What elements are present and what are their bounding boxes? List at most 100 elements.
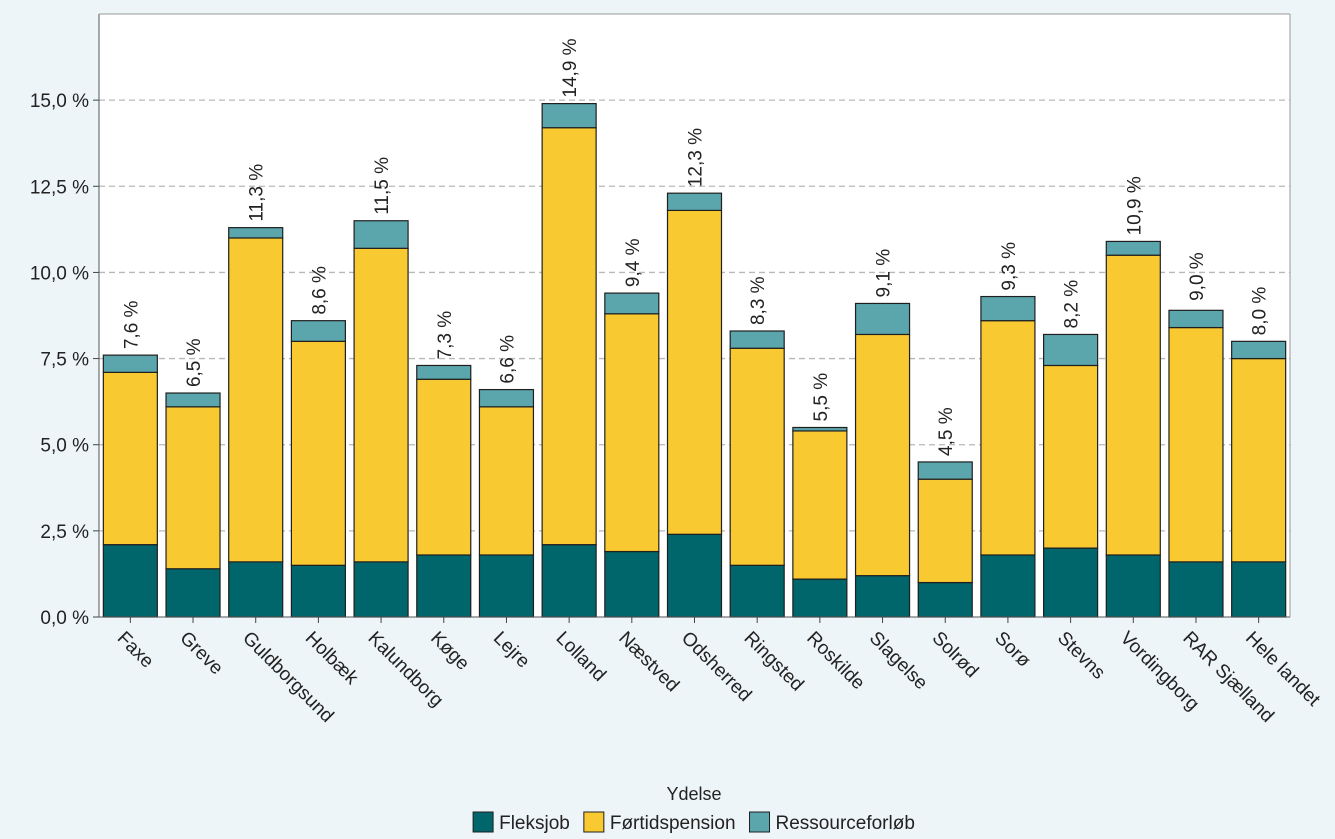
bar-segment-ressourceforløb — [1105, 240, 1161, 256]
total-data-label: 10,9 % — [1124, 176, 1145, 235]
total-data-label: 4,5 % — [936, 407, 957, 456]
total-data-label: 9,1 % — [874, 249, 895, 298]
bar-segment-førtidspension — [478, 406, 535, 556]
bar-segment-førtidspension — [917, 478, 973, 584]
y-tick-label: 2,5 % — [40, 522, 89, 543]
total-data-label: 11,3 % — [247, 164, 268, 222]
y-tick-label: 10,0 % — [30, 263, 89, 284]
bars — [102, 102, 1287, 618]
bar-segment-fleksjob — [353, 561, 409, 618]
bar-segment-fleksjob — [290, 564, 346, 618]
legend-label: Førtidspension — [610, 813, 736, 834]
x-category-label: Lejre — [489, 628, 534, 673]
bar-segment-førtidspension — [604, 313, 660, 553]
x-category-label: Sorø — [990, 628, 1034, 672]
total-data-label: 7,6 % — [121, 300, 142, 349]
bar-segment-ressourceforløb — [666, 192, 723, 212]
bar-segment-ressourceforløb — [604, 292, 660, 315]
bar-segment-fleksjob — [165, 568, 221, 618]
total-data-label: 8,2 % — [1062, 280, 1083, 329]
bar-segment-førtidspension — [854, 333, 911, 577]
bar-segment-førtidspension — [290, 340, 346, 566]
total-data-label: 11,5 % — [372, 157, 393, 215]
bar-segment-ressourceforløb — [353, 220, 409, 249]
bar-segment-fleksjob — [102, 544, 158, 618]
legend-label: Fleksjob — [499, 813, 570, 834]
x-category-label: Næstved — [614, 628, 683, 697]
bar-segment-ressourceforløb — [980, 295, 1036, 322]
bar-segment-førtidspension — [102, 371, 158, 546]
x-category-label: Slagelse — [865, 628, 931, 694]
bar-segment-førtidspension — [980, 320, 1036, 556]
bar-segment-førtidspension — [228, 237, 284, 563]
legend-swatch-fleksjob — [472, 811, 494, 833]
bar-segment-førtidspension — [1043, 364, 1099, 549]
x-category-label: Stevns — [1053, 628, 1109, 684]
y-tick-label: 0,0 % — [40, 608, 89, 629]
bar-segment-fleksjob — [980, 554, 1036, 618]
bar-segment-fleksjob — [792, 578, 848, 618]
data-labels: 7,6 % 6,5 % 11,3 % 8,6 % 11,5 % 7,3 % 6,6 % 14,… — [121, 38, 1270, 456]
bar-segment-førtidspension — [1168, 326, 1224, 563]
bar-segment-førtidspension — [541, 127, 597, 546]
x-category-label: Solrød — [928, 628, 982, 682]
total-data-label: 12,3 % — [686, 128, 707, 187]
bar-segment-førtidspension — [353, 247, 409, 563]
x-category-label: Roskilde — [802, 628, 868, 694]
bar-segment-fleksjob — [666, 533, 723, 618]
bar-segment-ressourceforløb — [478, 388, 535, 408]
bar-segment-ressourceforløb — [290, 320, 346, 342]
x-category-label: Køge — [426, 628, 473, 675]
x-category-label: Greve — [175, 628, 226, 679]
bar-segment-ressourceforløb — [416, 364, 472, 380]
x-category-label: Holbæk — [301, 628, 362, 689]
total-data-label: 9,4 % — [623, 238, 644, 287]
bar-segment-ressourceforløb — [1043, 333, 1099, 367]
bar-segment-fleksjob — [416, 554, 472, 618]
y-tick-label: 12,5 % — [30, 177, 89, 198]
bar-segment-fleksjob — [1231, 561, 1287, 618]
total-data-label: 14,9 % — [560, 38, 581, 97]
bar-segment-fleksjob — [604, 550, 660, 618]
legend-title: Ydelse — [666, 784, 721, 804]
total-data-label: 5,5 % — [811, 373, 832, 422]
bar-segment-fleksjob — [541, 544, 597, 618]
legend-swatch-ressourceforløb — [749, 811, 771, 833]
bar-segment-ressourceforløb — [1168, 309, 1224, 329]
total-data-label: 9,0 % — [1187, 252, 1208, 301]
x-category-label: Faxe — [113, 628, 158, 673]
total-data-label: 6,6 % — [497, 335, 518, 384]
bar-segment-fleksjob — [1043, 547, 1099, 618]
bar-segment-fleksjob — [917, 581, 973, 618]
bar-segment-fleksjob — [1105, 554, 1161, 618]
legend-label: Ressourceforløb — [776, 813, 915, 834]
bar-segment-ressourceforløb — [228, 227, 284, 239]
bar-segment-ressourceforløb — [1231, 340, 1287, 360]
bar-segment-ressourceforløb — [854, 302, 911, 336]
bar-segment-ressourceforløb — [729, 330, 785, 349]
legend-swatch-førtidspension — [583, 811, 605, 833]
bar-segment-fleksjob — [228, 561, 284, 618]
total-data-label: 7,3 % — [435, 311, 456, 360]
bar-segment-førtidspension — [1105, 254, 1161, 556]
bar-segment-ressourceforløb — [792, 426, 848, 432]
bar-segment-førtidspension — [792, 430, 848, 580]
bar-segment-ressourceforløb — [165, 392, 221, 408]
total-data-label: 8,0 % — [1250, 287, 1271, 336]
bar-segment-fleksjob — [854, 575, 911, 618]
bar-segment-ressourceforløb — [917, 461, 973, 480]
bar-segment-førtidspension — [666, 209, 723, 535]
total-data-label: 9,3 % — [999, 242, 1020, 291]
bar-segment-førtidspension — [1231, 357, 1287, 563]
y-tick-label: 5,0 % — [40, 436, 89, 457]
bar-segment-ressourceforløb — [541, 102, 597, 129]
bar-segment-førtidspension — [729, 347, 785, 566]
bar-segment-førtidspension — [165, 406, 221, 570]
legend: Ydelse Fleksjob Førtidspension Ressourcefo… — [472, 784, 915, 834]
total-data-label: 8,3 % — [748, 276, 769, 325]
bar-segment-ressourceforløb — [102, 354, 158, 373]
y-tick-label: 15,0 % — [30, 91, 89, 112]
bar-segment-fleksjob — [478, 554, 535, 618]
total-data-label: 6,5 % — [184, 338, 205, 387]
